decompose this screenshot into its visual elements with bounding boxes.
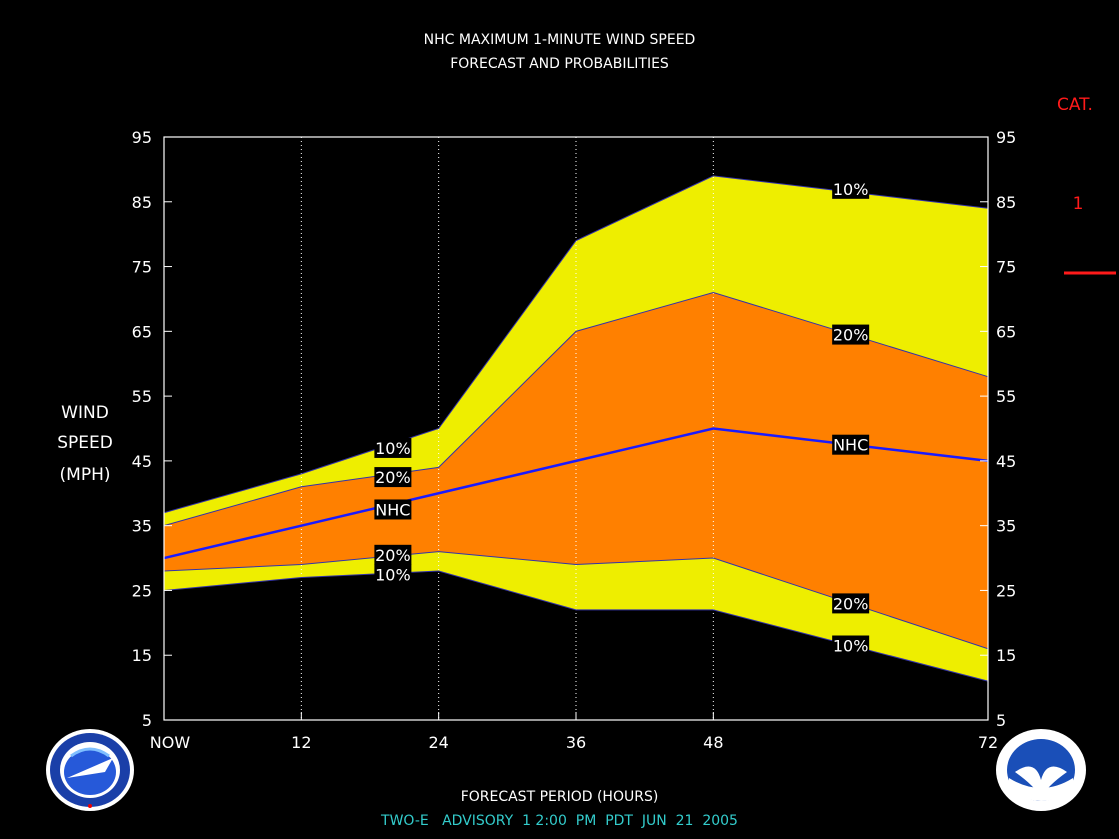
series-label-1: 10% — [375, 439, 411, 458]
probability-bands — [164, 137, 988, 720]
y-axis-label-line-1: WIND — [61, 403, 109, 423]
series-label-box-9 — [832, 593, 870, 614]
x-tick-label-72: 72 — [978, 733, 998, 752]
series-line-1 — [163, 175, 989, 514]
y-tick-label-left-75: 75 — [132, 258, 152, 277]
x-tick-label-24: 24 — [428, 733, 448, 752]
x-tick-label-48: 48 — [703, 733, 723, 752]
nws-logo-icon — [45, 728, 135, 816]
series-lines — [163, 175, 989, 682]
series-label-9: 20% — [833, 594, 869, 613]
series-line-5 — [163, 570, 989, 682]
y-tick-label-right-95: 95 — [996, 128, 1016, 147]
y-tick-label-left-25: 25 — [132, 581, 152, 600]
series-label-box-1 — [374, 437, 412, 458]
category-label-1: 1 — [1073, 194, 1084, 214]
y-tick-label-left-85: 85 — [132, 193, 152, 212]
series-line-3 — [163, 427, 989, 560]
y-tick-label-right-15: 15 — [996, 646, 1016, 665]
series-label-7: 20% — [833, 326, 869, 345]
y-tick-label-left-5: 5 — [142, 711, 152, 730]
category-scale-header: CAT. — [1057, 95, 1093, 115]
series-label-8: NHC — [833, 436, 868, 455]
y-tick-label-right-85: 85 — [996, 193, 1016, 212]
y-tick-label-left-45: 45 — [132, 452, 152, 471]
y-tick-label-left-65: 65 — [132, 322, 152, 341]
series-label-box-6 — [832, 178, 870, 199]
series-line-4 — [163, 551, 989, 650]
y-tick-label-left-95: 95 — [132, 128, 152, 147]
y-tick-label-left-15: 15 — [132, 646, 152, 665]
series-label-5: 10% — [375, 565, 411, 584]
y-tick-label-left-55: 55 — [132, 387, 152, 406]
advisory-info: TWO-E ADVISORY 1 2:00 PM PDT JUN 21 2005 — [381, 813, 738, 829]
series-label-3: NHC — [375, 500, 410, 519]
y-tick-label-right-5: 5 — [996, 711, 1006, 730]
y-axis-label-line-3: (MPH) — [59, 465, 111, 485]
y-tick-label-right-65: 65 — [996, 322, 1016, 341]
series-label-box-2 — [374, 467, 412, 488]
series-label-2: 20% — [375, 468, 411, 487]
x-tick-label-12: 12 — [291, 733, 311, 752]
band-20-percent — [164, 292, 988, 649]
series-label-box-8 — [832, 434, 870, 455]
y-tick-label-right-35: 35 — [996, 517, 1016, 536]
noaa-logo-icon — [995, 728, 1087, 816]
y-axis-label-line-2: SPEED — [57, 433, 113, 453]
x-tick-label-NOW: NOW — [150, 733, 191, 752]
series-label-box-10 — [832, 635, 870, 656]
series-label-box-3 — [374, 499, 412, 520]
y-tick-label-right-25: 25 — [996, 581, 1016, 600]
series-label-6: 10% — [833, 180, 869, 199]
chart-subtitle: FORECAST AND PROBABILITIES — [450, 56, 669, 72]
x-tick-label-36: 36 — [566, 733, 586, 752]
series-label-4: 20% — [375, 546, 411, 565]
y-tick-label-right-75: 75 — [996, 258, 1016, 277]
category-scale: 1 — [1064, 194, 1116, 275]
chart-title: NHC MAXIMUM 1-MINUTE WIND SPEED — [423, 32, 696, 48]
series-label-box-7 — [832, 324, 870, 345]
series-line-2 — [163, 291, 989, 527]
y-tick-label-right-45: 45 — [996, 452, 1016, 471]
series-label-box-5 — [374, 564, 412, 585]
y-tick-label-left-35: 35 — [132, 517, 152, 536]
y-tick-label-right-55: 55 — [996, 387, 1016, 406]
x-axis-label: FORECAST PERIOD (HOURS) — [460, 789, 659, 805]
series-label-10: 10% — [833, 637, 869, 656]
series-label-box-4 — [374, 544, 412, 565]
